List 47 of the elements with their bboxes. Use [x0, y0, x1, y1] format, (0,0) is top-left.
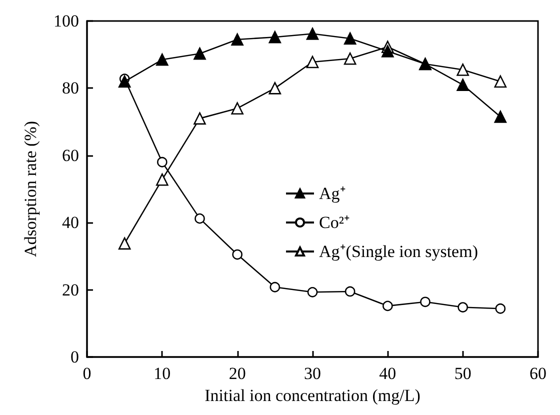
point: [344, 286, 356, 297]
y-tick-label: 80: [62, 78, 79, 98]
x-tick-label: 40: [379, 364, 396, 383]
point: [231, 33, 244, 46]
point: [118, 237, 131, 250]
point: [456, 78, 469, 91]
point: [306, 28, 319, 40]
point: [494, 110, 507, 123]
point: [194, 112, 206, 125]
point: [194, 213, 205, 224]
point: [382, 300, 393, 312]
point: [495, 303, 506, 314]
point: [231, 102, 244, 115]
point: [344, 32, 356, 45]
point: [458, 302, 468, 312]
y-tick-label: 20: [62, 280, 79, 300]
point: [306, 56, 319, 68]
point: [344, 52, 356, 65]
y-tick-label: 100: [54, 12, 79, 30]
x-tick-label: 20: [228, 364, 246, 383]
point: [456, 64, 469, 76]
legend-label: Co²⁺: [319, 213, 350, 232]
point: [270, 282, 280, 292]
point: [420, 296, 430, 308]
point: [156, 173, 168, 186]
point: [307, 287, 318, 298]
x-axis-title: Initial ion concentration (mg/L): [204, 386, 420, 405]
point: [494, 75, 507, 88]
x-tick-label: 10: [154, 364, 171, 383]
legend-label: Ag⁺: [319, 184, 346, 203]
point: [194, 47, 206, 60]
point: [232, 249, 242, 260]
x-tick-label: 50: [454, 364, 472, 383]
point: [156, 53, 168, 66]
y-tick-label: 40: [62, 213, 79, 232]
point: [118, 75, 131, 88]
y-tick-label: 60: [62, 146, 79, 165]
x-tick-label: 60: [530, 364, 546, 383]
point: [268, 30, 282, 44]
y-axis-title: Adsorption rate (%): [21, 121, 40, 257]
x-tick-label: 30: [304, 364, 321, 383]
point: [382, 45, 394, 58]
point: [157, 156, 168, 168]
x-tick-label: 0: [82, 364, 92, 383]
point: [268, 82, 282, 94]
legend-label: Ag⁺(Single ion system): [319, 242, 478, 261]
y-tick-label: 0: [70, 348, 79, 366]
